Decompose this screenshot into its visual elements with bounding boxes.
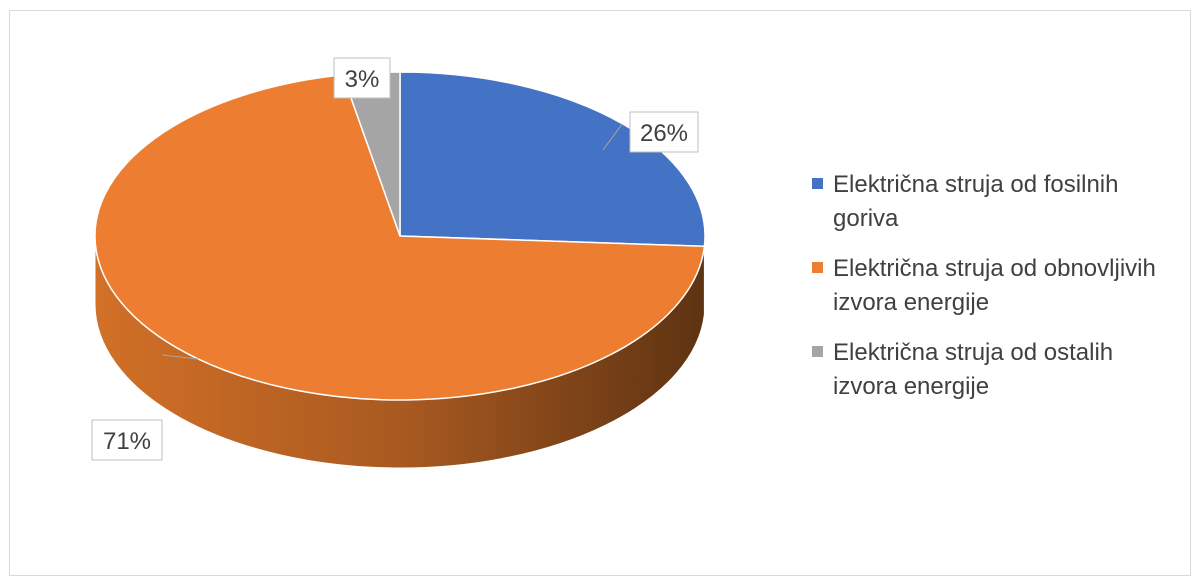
legend-label-renewable: Električna struja od obnovljivih izvora … <box>833 255 1156 316</box>
data-label-box-other <box>333 57 391 99</box>
data-label-text-other: 3% <box>345 66 380 93</box>
legend-item-renewable: Električna struja od obnovljivih izvora … <box>812 252 1192 320</box>
legend-swatch-other <box>812 346 823 357</box>
legend-item-fossil: Električna struja od fosilnih goriva <box>812 168 1192 236</box>
data-label-text-fossil: 26% <box>640 120 688 147</box>
data-label-text-renewable: 71% <box>103 428 151 455</box>
leader-line-renewable <box>161 354 199 360</box>
chart-legend: Električna struja od fosilnih goriva Ele… <box>812 168 1192 420</box>
data-label-box-renewable <box>91 419 163 461</box>
data-label-fossil: 26% <box>629 111 699 153</box>
data-label-other: 3% <box>333 57 391 99</box>
data-label-renewable: 71% <box>91 419 163 461</box>
legend-label-other: Električna struja od ostalih izvora ener… <box>833 339 1114 400</box>
legend-swatch-renewable <box>812 262 823 273</box>
legend-label-fossil: Električna struja od fosilnih goriva <box>833 171 1119 232</box>
pie-slice-fossil <box>399 71 706 248</box>
leader-line-fossil <box>602 123 623 151</box>
legend-item-other: Električna struja od ostalih izvora ener… <box>812 336 1192 404</box>
data-label-box-fossil <box>629 111 699 153</box>
legend-swatch-fossil <box>812 178 823 189</box>
